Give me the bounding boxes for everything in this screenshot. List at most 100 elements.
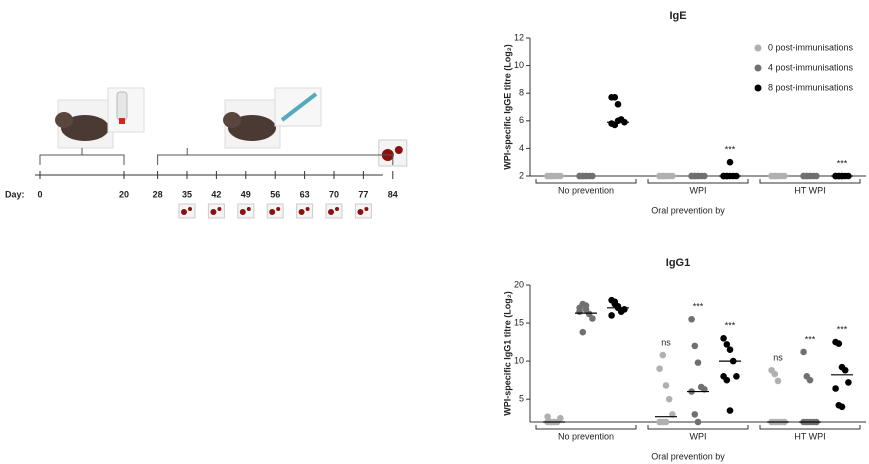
data-point: [688, 315, 695, 323]
data-point: [774, 377, 782, 385]
blood-drop: [276, 207, 281, 211]
blood-sample-icon: [325, 203, 343, 219]
rat-illustration: [223, 87, 322, 149]
blood-drop: [335, 207, 339, 211]
day-number: 0: [37, 189, 42, 199]
data-point: [701, 172, 708, 180]
legend-marker: [754, 64, 762, 72]
data-point: [694, 359, 702, 366]
data-point: [614, 100, 622, 108]
data-point: [614, 117, 622, 125]
y-tick-label: 10: [514, 60, 524, 70]
y-tick-label: 5: [519, 394, 524, 404]
data-point: [662, 172, 670, 180]
y-axis-label: WPI-specific IgG1 titre (Log₂): [502, 291, 512, 416]
blood-drop: [239, 209, 246, 215]
data-point: [726, 346, 734, 353]
data-point: [691, 411, 699, 418]
blood-drop: [246, 207, 251, 211]
y-tick-label: 2: [519, 170, 524, 180]
significance-label: ***: [837, 158, 848, 168]
data-point: [550, 172, 558, 180]
data-point: [720, 334, 727, 342]
blood-drop: [269, 209, 276, 215]
x-tick-label: No prevention: [558, 185, 614, 195]
blood-drop: [188, 207, 192, 211]
data-point: [701, 385, 708, 393]
data-point: [585, 310, 593, 318]
data-point: [841, 366, 849, 374]
data-point: [694, 418, 702, 426]
day-number: 20: [119, 189, 129, 199]
data-point: [774, 172, 782, 180]
group-bracket: [759, 425, 861, 430]
data-point: [557, 172, 564, 180]
blood-sample-icon: [354, 203, 372, 219]
data-point: [832, 385, 839, 392]
y-tick-label: 12: [514, 32, 524, 42]
data-point: [845, 379, 852, 386]
data-point: [771, 370, 779, 378]
timeline: Day: 0 20 28 35 42 49 56 63 70 77 84: [5, 139, 408, 219]
x-axis-label: Oral prevention by: [651, 451, 725, 461]
significance-label: ***: [837, 324, 848, 334]
data-point: [723, 341, 731, 348]
blood-sample-icon: [296, 203, 314, 219]
chart: IgE WPI-specific IgGE titre (Log₂) 2 4 6 8 10 1…: [502, 10, 866, 215]
legend-label: 4 post-immunisations: [768, 62, 854, 72]
legend-label: 8 post-immunisations: [768, 82, 854, 92]
blood-sample-icon: [237, 203, 255, 219]
data-point: [589, 172, 596, 180]
data-point: [662, 418, 670, 426]
charts: IgE WPI-specific IgGE titre (Log₂) 2 4 6 8 10 1…: [502, 10, 866, 461]
group-bracket: [647, 425, 749, 430]
data-point: [611, 94, 619, 101]
data-point: [691, 342, 699, 350]
data-point: [669, 411, 676, 418]
data-point: [544, 413, 551, 420]
data-point: [589, 315, 596, 322]
blood-drop: [394, 146, 403, 154]
data-point: [806, 376, 814, 384]
blood-drop: [305, 207, 310, 211]
significance-label: ns: [773, 353, 783, 363]
group-bracket: [535, 179, 637, 184]
y-tick-label: 10: [514, 355, 524, 365]
day-label: Day:: [5, 189, 25, 199]
blood-drop: [364, 207, 369, 211]
blood-drop: [357, 209, 364, 215]
day-number: 28: [153, 189, 163, 199]
data-point: [614, 303, 622, 310]
chart: IgG1 WPI-specific IgG1 titre (Log₂) 5 10 15 2…: [502, 257, 866, 461]
x-tick-label: WPI: [690, 185, 707, 195]
data-point: [621, 306, 628, 313]
y-tick-label: 20: [514, 279, 524, 289]
y-tick-label: 4: [519, 143, 524, 153]
y-tick-label: 15: [514, 317, 524, 327]
data-point: [582, 302, 590, 309]
data-point: [669, 172, 676, 180]
data-point: [557, 414, 564, 422]
blood-drop: [217, 207, 222, 211]
day-number: 56: [270, 189, 280, 199]
blood-sample-icon: [207, 203, 225, 219]
data-point: [813, 172, 820, 180]
blood-sample-icon: [266, 203, 284, 219]
data-point: [608, 312, 615, 319]
y-tick-label: 6: [519, 115, 524, 125]
significance-label: ***: [805, 334, 816, 344]
data-point: [835, 340, 843, 347]
x-tick-label: HT WPI: [794, 431, 825, 441]
legend-marker: [754, 84, 762, 92]
day-number: 70: [329, 189, 339, 199]
x-tick-label: HT WPI: [794, 185, 825, 195]
data-point: [662, 382, 670, 389]
day-number: 49: [241, 189, 251, 199]
group-bracket: [647, 179, 749, 184]
blood-sample-icon: [178, 203, 196, 219]
data-point: [576, 308, 583, 315]
chart-title: IgE: [669, 10, 686, 22]
rat-illustration: [55, 87, 145, 149]
data-point: [723, 376, 731, 384]
